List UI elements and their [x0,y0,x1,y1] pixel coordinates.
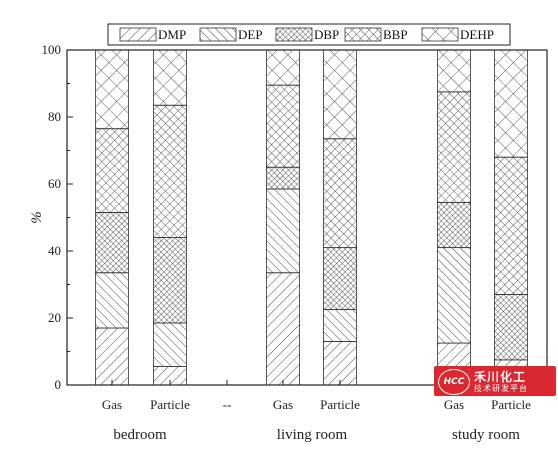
legend-swatch-dep [199,27,237,42]
x-tick-label: Particle [150,397,190,412]
bar-segment-dep-5 [437,247,471,344]
bar-segment-bbp-5 [437,91,471,203]
hcc-logo-watermark: HCC 禾川化工 技术研发平台 [434,366,556,396]
bar-segment-dehp-0 [95,49,129,130]
legend-label-dmp: DMP [158,27,186,42]
x-tick-label: Particle [320,397,360,412]
legend-swatch-dehp [421,27,459,42]
bar-segment-dbp-4 [323,247,357,311]
bar-segment-dep-4 [323,309,357,342]
y-tick-label: 0 [55,377,62,392]
watermark-subtitle: 技术研发平台 [474,384,528,393]
watermark-title: 禾川化工 [474,370,527,384]
hcc-badge: HCC [438,369,470,395]
legend-label-dbp: DBP [314,27,339,42]
y-axis-label: % [29,211,45,224]
bars [95,49,528,386]
bar-segment-dehp-4 [323,49,357,140]
y-tick-label: 20 [48,310,61,325]
x-tick-label: Gas [444,397,464,412]
x-tick-label: -- [223,397,232,412]
bar-segment-dmp-0 [95,327,129,386]
y-tick-label: 100 [42,42,62,57]
bar-segment-dehp-5 [437,49,471,93]
bar-segment-bbp-3 [266,84,300,168]
legend: DMP DEP DBP BBP DEHP [107,23,511,46]
axes: 0 20 40 60 80 100 [42,42,548,392]
legend-swatch-dmp [119,27,157,42]
x-tick-label: Gas [102,397,122,412]
bar-segment-dep-0 [95,272,129,329]
x-tick-label: Particle [491,397,531,412]
y-tick-label: 80 [48,109,61,124]
axis-labels: Gas Particle -- Gas Particle Gas Particle bedro… [29,211,531,443]
x-tick-label: Gas [273,397,293,412]
y-tick-label: 40 [48,243,61,258]
bar-segment-dep-1 [153,322,187,367]
bar-segment-dmp-4 [323,341,357,386]
bar-segment-bbp-6 [494,156,528,295]
bar-segment-dehp-3 [266,49,300,86]
group-label: study room [452,427,520,443]
plot-frame [66,49,548,386]
bar-segment-dbp-6 [494,294,528,361]
bar-segment-dmp-3 [266,272,300,386]
bar-segment-bbp-4 [323,138,357,249]
legend-label-dep: DEP [238,27,263,42]
legend-label-bbp: BBP [383,27,408,42]
group-label: bedroom [113,427,167,443]
bar-segment-dep-3 [266,188,300,274]
legend-label-dehp: DEHP [460,27,494,42]
bar-segment-dehp-1 [153,49,187,106]
bar-segment-dbp-1 [153,237,187,324]
legend-swatch-bbp [344,27,382,42]
bar-segment-dbp-5 [437,202,471,249]
y-tick-label: 60 [48,176,61,191]
group-label: living room [277,427,348,443]
bar-segment-bbp-0 [95,128,129,213]
bar-segment-dbp-0 [95,212,129,274]
bar-segment-dehp-6 [494,49,528,158]
bar-segment-bbp-1 [153,104,187,238]
legend-swatch-dbp [275,27,313,42]
bar-segment-dbp-3 [266,166,300,190]
